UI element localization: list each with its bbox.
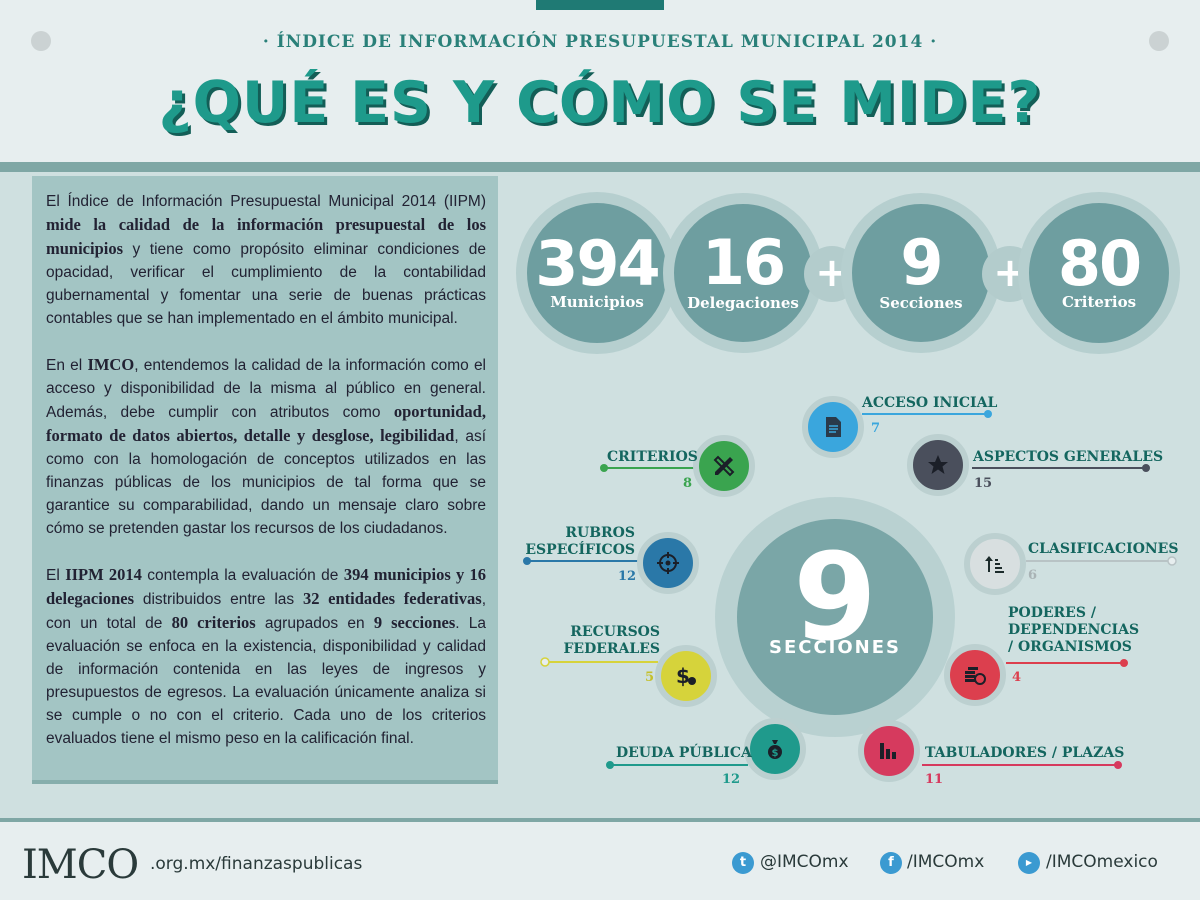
stat-number: 80 xyxy=(1057,227,1142,300)
section-count: 8 xyxy=(683,476,693,491)
footer xyxy=(0,822,1200,900)
star-icon xyxy=(928,455,948,474)
text: y tiene como propósito eliminar condicio… xyxy=(46,241,486,327)
section-label: CRITERIOS xyxy=(607,449,698,465)
section-count: 12 xyxy=(722,772,741,787)
text: distribuidos entre las xyxy=(134,591,303,608)
header xyxy=(0,0,1200,162)
text-bold: 394 municipios y 16 delegaciones xyxy=(46,565,486,608)
twitter-icon[interactable]: t xyxy=(732,852,754,874)
decorative-dot xyxy=(31,31,51,51)
hub-circle: 9 SECCIONES xyxy=(737,519,933,715)
pencil-ruler-icon xyxy=(713,455,735,477)
money-bag-icon: $ xyxy=(768,740,782,759)
youtube-handle[interactable]: /IMCOmexico xyxy=(1046,852,1158,872)
text-bold: 9 secciones xyxy=(373,613,456,632)
text-bold: IMCO xyxy=(87,355,135,374)
paragraph-3: El IIPM 2014 contempla la evaluación de … xyxy=(46,563,486,750)
text: contempla la evaluación de xyxy=(141,567,344,584)
section-label: DEUDA PÚBLICA xyxy=(616,745,752,761)
document-icon xyxy=(826,417,841,437)
imco-logo: IMCO xyxy=(22,842,139,888)
text: En el xyxy=(46,357,88,374)
section-label: ACCESO INICIAL xyxy=(862,395,998,411)
text-bold: mide la calidad de la información presup… xyxy=(46,215,486,258)
section-label: ASPECTOS GENERALES xyxy=(973,449,1164,465)
youtube-icon[interactable]: ▶ xyxy=(1018,852,1040,874)
stat-label: Criterios xyxy=(1061,293,1137,311)
section-recursos-federales: $ xyxy=(655,645,717,707)
section-count: 6 xyxy=(1028,568,1038,583)
target-icon xyxy=(657,552,679,574)
dollar-icon: $ xyxy=(676,664,696,688)
text-bold: 32 entidades federativas xyxy=(303,589,482,608)
text-bold: 80 criterios xyxy=(171,613,256,632)
section-label: RECURSOS FEDERALES xyxy=(563,624,660,657)
section-poderes xyxy=(944,644,1006,706)
subtitle: · ÍNDICE DE INFORMACIÓN PRESUPUESTAL MUN… xyxy=(262,32,938,52)
section-deuda-publica: $ xyxy=(744,718,806,780)
section-count: 5 xyxy=(645,670,655,685)
section-clasificaciones xyxy=(964,533,1026,595)
section-label: TABULADORES / PLAZAS xyxy=(925,745,1125,761)
section-tabuladores xyxy=(858,720,920,782)
text: , así como con la homologación de concep… xyxy=(46,428,487,537)
stat-label: Secciones xyxy=(879,294,963,312)
stat-criterios: 80 Criterios xyxy=(1018,192,1180,354)
section-count: 12 xyxy=(618,569,637,584)
decorative-dot xyxy=(1149,31,1169,51)
text: . La evaluación se enfoca en la existenc… xyxy=(46,615,486,747)
section-count: 7 xyxy=(871,421,881,436)
text-bold: oportunidad, formato de datos abiertos, … xyxy=(46,402,486,445)
header-divider xyxy=(0,162,1200,172)
section-aspectos-generales xyxy=(907,434,969,496)
hub-number: 9 xyxy=(793,529,877,668)
section-acceso-inicial xyxy=(802,396,864,458)
hub-label: SECCIONES xyxy=(768,637,901,658)
stat-number: 16 xyxy=(701,226,786,299)
text: , con un total de xyxy=(46,591,486,632)
facebook-handle[interactable]: /IMCOmx xyxy=(907,852,985,872)
section-rubros-especificos xyxy=(637,532,699,594)
section-label: PODERES / DEPENDENCIAS / ORGANISMOS xyxy=(1008,605,1140,655)
section-label: CLASIFICACIONES xyxy=(1028,541,1179,557)
stat-number: 9 xyxy=(900,226,943,299)
section-count: 11 xyxy=(925,772,944,787)
facebook-icon[interactable]: f xyxy=(880,852,902,874)
svg-text:$: $ xyxy=(676,664,690,688)
paragraph-2: En el IMCO, entendemos la calidad de la … xyxy=(46,353,486,540)
stat-delegaciones: 16 Delegaciones xyxy=(663,193,823,353)
stat-label: Municipios xyxy=(550,293,644,311)
footer-divider xyxy=(0,818,1200,822)
section-criterios xyxy=(693,435,755,497)
paragraph-1: El Índice de Información Presupuestal Mu… xyxy=(46,190,486,330)
stat-number: 394 xyxy=(535,227,660,300)
sort-icon xyxy=(985,556,1004,573)
text: agrupados en xyxy=(255,615,374,632)
website-link[interactable]: .org.mx/finanzaspublicas xyxy=(150,854,363,874)
bar-chart-icon xyxy=(880,743,896,759)
section-count: 15 xyxy=(974,476,993,491)
text: El xyxy=(46,567,66,584)
top-tab xyxy=(536,0,664,10)
twitter-handle[interactable]: @IMCOmx xyxy=(760,852,849,872)
stat-label: Delegaciones xyxy=(687,294,799,312)
text: El Índice de Información Presupuestal Mu… xyxy=(46,193,486,210)
description-text: El Índice de Información Presupuestal Mu… xyxy=(46,190,486,773)
page-title: ¿QUÉ ES Y CÓMO SE MIDE? xyxy=(158,70,1042,136)
coins-icon xyxy=(965,667,986,685)
description-panel xyxy=(32,176,498,784)
stat-municipios: 394 Municipios xyxy=(516,192,678,354)
section-label: RUBROS ESPECÍFICOS xyxy=(525,525,635,558)
text: , entendemos la calidad de la informació… xyxy=(46,357,487,421)
svg-text:$: $ xyxy=(772,748,779,759)
section-count: 4 xyxy=(1012,670,1022,685)
text-bold: IIPM 2014 xyxy=(65,565,142,584)
